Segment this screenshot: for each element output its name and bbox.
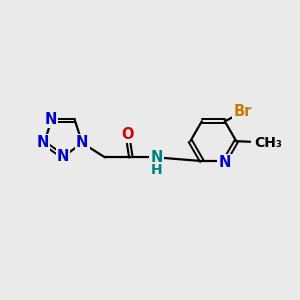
Text: N: N	[219, 155, 231, 170]
Text: N: N	[44, 112, 57, 127]
Text: N: N	[36, 135, 49, 150]
Text: Br: Br	[234, 104, 252, 119]
Text: CH₃: CH₃	[254, 136, 282, 150]
Text: H: H	[151, 163, 162, 177]
Text: N: N	[76, 135, 88, 150]
Text: O: O	[121, 127, 134, 142]
Text: N: N	[150, 150, 163, 165]
Text: N: N	[57, 149, 69, 164]
